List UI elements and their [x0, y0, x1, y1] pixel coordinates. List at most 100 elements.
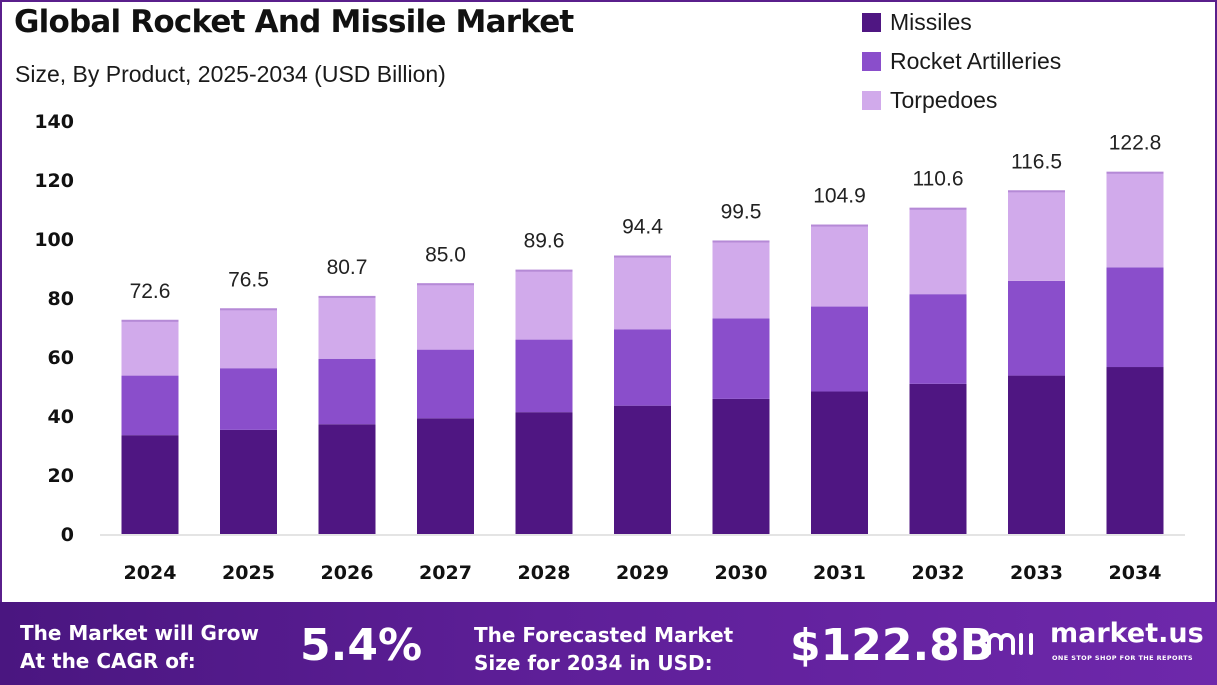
forecast-value: $122.8B: [790, 620, 994, 671]
bar-segment-missiles: [811, 391, 868, 534]
data-label: 72.6: [130, 280, 171, 303]
bar-segment-rocket-artilleries: [909, 294, 967, 384]
bar-segment-torpedoes: [614, 255, 671, 330]
x-tick-label: 2030: [715, 562, 768, 584]
y-tick-label: 60: [48, 347, 74, 369]
bar-top-edge: [318, 295, 376, 298]
bar-segment-torpedoes: [318, 295, 376, 359]
bar-top-edge: [811, 224, 868, 227]
data-label: 122.8: [1109, 132, 1162, 155]
x-tick-label: 2024: [124, 562, 177, 584]
data-label: 89.6: [524, 230, 565, 253]
market-us-logo-icon: [987, 633, 1033, 658]
bar-top-edge: [1008, 190, 1065, 193]
data-label: 104.9: [813, 185, 866, 208]
bar-segment-missiles: [712, 398, 770, 534]
bar-segment-missiles: [417, 418, 474, 534]
bar-segment-torpedoes: [712, 240, 770, 319]
legend-label-torpedoes: Torpedoes: [890, 87, 998, 113]
chart-title: Global Rocket And Missile Market: [14, 4, 574, 40]
bar-segment-rocket-artilleries: [121, 375, 179, 436]
forecast-caption-line2: Size for 2034 in USD:: [474, 651, 713, 675]
data-label: 99.5: [721, 200, 762, 223]
chart-subtitle: Size, By Product, 2025-2034 (USD Billion…: [15, 61, 446, 87]
data-label: 80.7: [327, 256, 368, 279]
bar-segment-missiles: [318, 424, 376, 534]
x-tick-label: 2033: [1010, 562, 1063, 584]
data-label: 94.4: [622, 216, 663, 239]
bar-segment-rocket-artilleries: [318, 358, 376, 425]
cagr-value: 5.4%: [300, 620, 423, 671]
bar-top-edge: [417, 283, 474, 286]
x-tick-label: 2028: [518, 562, 571, 584]
x-tick-label: 2027: [419, 562, 472, 584]
bar-segment-missiles: [1106, 367, 1164, 534]
bar-segment-missiles: [121, 435, 179, 534]
bar-segment-torpedoes: [1106, 171, 1164, 268]
bar-segment-rocket-artilleries: [1106, 267, 1164, 368]
legend-label-rocket-artilleries: Rocket Artilleries: [890, 48, 1062, 74]
stacked-bar-chart: 0 20 40 60 80 100 120 140 72.6 2024 76.5 2025 80.7 20…: [34, 111, 1185, 584]
bar-segment-rocket-artilleries: [811, 306, 868, 392]
chart-legend: Missiles Rocket Artilleries Torpedoes: [862, 3, 1061, 120]
bar-top-edge: [614, 255, 671, 258]
bar-segment-missiles: [220, 429, 277, 534]
chart-frame: [0, 0, 1217, 602]
y-tick-label: 140: [34, 111, 74, 133]
x-tick-label: 2026: [321, 562, 374, 584]
data-label: 76.5: [228, 268, 269, 291]
bar-segment-rocket-artilleries: [220, 368, 277, 430]
bar-top-edge: [220, 308, 277, 311]
bar-top-edge: [121, 319, 179, 322]
bar-segment-torpedoes: [417, 283, 474, 350]
bar-segment-missiles: [515, 412, 573, 534]
y-tick-label: 20: [48, 465, 74, 487]
brand-tagline: ONE STOP SHOP FOR THE REPORTS: [1052, 654, 1193, 662]
bar-segment-torpedoes: [909, 207, 967, 295]
y-tick-label: 80: [48, 288, 74, 310]
x-tick-label: 2034: [1109, 562, 1162, 584]
legend-swatch-torpedoes: [862, 91, 881, 110]
x-tick-label: 2032: [912, 562, 965, 584]
cagr-caption: The Market will Grow At the CAGR of:: [20, 619, 259, 675]
bar-segment-torpedoes: [121, 319, 179, 376]
bar-top-edge: [909, 207, 967, 210]
data-label: 116.5: [1011, 150, 1062, 173]
bar-top-edge: [712, 240, 770, 243]
bar-segment-rocket-artilleries: [712, 318, 770, 399]
y-tick-label: 0: [61, 524, 74, 546]
bar-segment-rocket-artilleries: [417, 349, 474, 419]
y-tick-label: 120: [34, 170, 74, 192]
bar-top-edge: [515, 269, 573, 272]
bar-segment-rocket-artilleries: [1008, 280, 1065, 376]
bar-segment-missiles: [909, 383, 967, 534]
bar-segment-missiles: [614, 405, 671, 534]
forecast-caption: The Forecasted Market Size for 2034 in U…: [474, 621, 733, 677]
forecast-caption-line1: The Forecasted Market: [474, 623, 734, 647]
legend-item-missiles: Missiles: [862, 3, 1061, 42]
bar-top-edge: [1106, 171, 1164, 174]
bar-segment-rocket-artilleries: [515, 339, 573, 413]
legend-item-rocket-artilleries: Rocket Artilleries: [862, 42, 1061, 81]
footer-banner: The Market will Grow At the CAGR of: 5.4…: [0, 602, 1217, 685]
cagr-caption-line2: At the CAGR of:: [20, 649, 196, 673]
brand-name: market.us: [1050, 618, 1204, 649]
x-tick-label: 2029: [616, 562, 669, 584]
cagr-caption-line1: The Market will Grow: [20, 621, 260, 645]
data-label: 85.0: [425, 243, 466, 266]
y-tick-label: 100: [34, 229, 74, 251]
legend-swatch-rocket-artilleries: [862, 52, 881, 71]
x-tick-label: 2025: [222, 562, 275, 584]
data-label: 110.6: [913, 168, 964, 191]
x-tick-label: 2031: [813, 562, 866, 584]
bar-segment-torpedoes: [220, 308, 277, 369]
bar-segment-torpedoes: [811, 224, 868, 307]
legend-item-torpedoes: Torpedoes: [862, 81, 1061, 120]
bar-segment-rocket-artilleries: [614, 329, 671, 406]
bar-segment-missiles: [1008, 375, 1065, 534]
y-tick-label: 40: [48, 406, 74, 428]
bar-segment-torpedoes: [515, 269, 573, 340]
legend-swatch-missiles: [862, 13, 881, 32]
bar-segment-torpedoes: [1008, 190, 1065, 281]
legend-label-missiles: Missiles: [890, 9, 972, 35]
